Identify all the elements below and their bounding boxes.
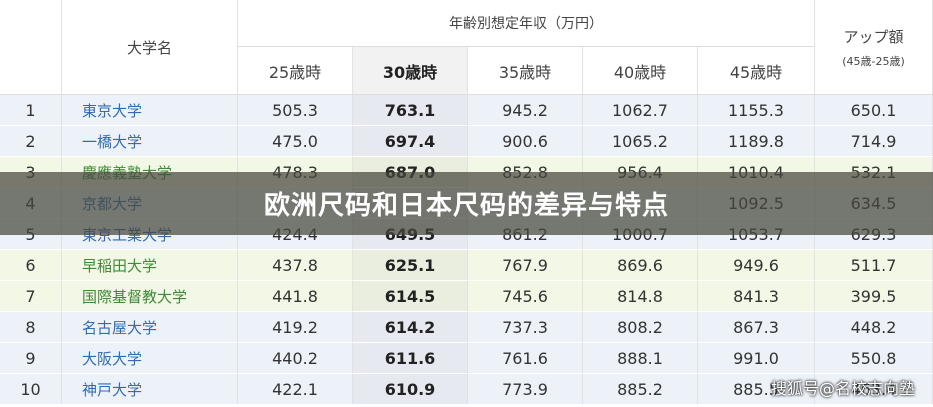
university: 大阪大学 (62, 343, 238, 374)
rank: 9 (0, 343, 62, 374)
salary-cell: 610.9 (353, 374, 468, 405)
salary-cell: 437.8 (238, 250, 353, 281)
salary-cell: 949.6 (698, 250, 815, 281)
salary-cell: 814.8 (583, 281, 698, 312)
salary-cell: 808.2 (583, 312, 698, 343)
salary-cell: 1155.3 (698, 95, 815, 126)
salary-cell: 441.8 (238, 281, 353, 312)
salary-cell: 625.1 (353, 250, 468, 281)
university: 神戸大学 (62, 374, 238, 405)
salary-cell: 885.5 (698, 374, 815, 405)
salary-cell: 714.9 (815, 126, 933, 157)
age-header: 45歳時 (698, 47, 815, 95)
rank: 6 (0, 250, 62, 281)
salary-cell: 614.2 (353, 312, 468, 343)
salary-cell: 650.1 (815, 95, 933, 126)
rank: 1 (0, 95, 62, 126)
salary-cell: 841.3 (698, 281, 815, 312)
rank: 2 (0, 126, 62, 157)
name-header: 大学名 (62, 0, 238, 95)
rank: 10 (0, 374, 62, 405)
salary-cell: 1065.2 (583, 126, 698, 157)
university: 早稲田大学 (62, 250, 238, 281)
salary-cell: 867.3 (698, 312, 815, 343)
salary-cell: 767.9 (468, 250, 583, 281)
salary-cell: 697.4 (353, 126, 468, 157)
salary-cell: 991.0 (698, 343, 815, 374)
salary-cell: 885.2 (583, 374, 698, 405)
salary-cell: 550.8 (815, 343, 933, 374)
age-header: 30歳時 (353, 47, 468, 95)
salary-cell: 505.3 (238, 95, 353, 126)
salary-cell: 773.9 (468, 374, 583, 405)
salary-cell: 463.4 (815, 374, 933, 405)
university: 名古屋大学 (62, 312, 238, 343)
salary-cell: 475.0 (238, 126, 353, 157)
salary-cell: 869.6 (583, 250, 698, 281)
university: 国際基督教大学 (62, 281, 238, 312)
salary-cell: 1062.7 (583, 95, 698, 126)
group-title: 年齢別想定年収（万円） (238, 0, 815, 47)
rank: 7 (0, 281, 62, 312)
salary-cell: 1189.8 (698, 126, 815, 157)
salary-cell: 888.1 (583, 343, 698, 374)
rank: 8 (0, 312, 62, 343)
salary-cell: 737.3 (468, 312, 583, 343)
salary-cell: 763.1 (353, 95, 468, 126)
header-blank (0, 0, 62, 95)
salary-cell: 399.5 (815, 281, 933, 312)
increase-header: アップ額 (45歳-25歳) (815, 0, 933, 95)
salary-cell: 611.6 (353, 343, 468, 374)
age-header: 40歳時 (583, 47, 698, 95)
age-header: 35歳時 (468, 47, 583, 95)
salary-cell: 614.5 (353, 281, 468, 312)
university: 東京大学 (62, 95, 238, 126)
salary-cell: 422.1 (238, 374, 353, 405)
salary-cell: 440.2 (238, 343, 353, 374)
salary-cell: 945.2 (468, 95, 583, 126)
salary-cell: 511.7 (815, 250, 933, 281)
salary-cell: 448.2 (815, 312, 933, 343)
watermark: 搜狐号@名校志向塾 (770, 379, 915, 398)
banner: 欧洲尺码和日本尺码的差异与特点 (0, 172, 933, 235)
university: 一橋大学 (62, 126, 238, 157)
salary-cell: 761.6 (468, 343, 583, 374)
salary-cell: 900.6 (468, 126, 583, 157)
salary-cell: 745.6 (468, 281, 583, 312)
increase-note: (45歳-25歳) (842, 54, 905, 68)
age-header: 25歳時 (238, 47, 353, 95)
salary-cell: 419.2 (238, 312, 353, 343)
increase-title: アップ額 (843, 27, 904, 46)
